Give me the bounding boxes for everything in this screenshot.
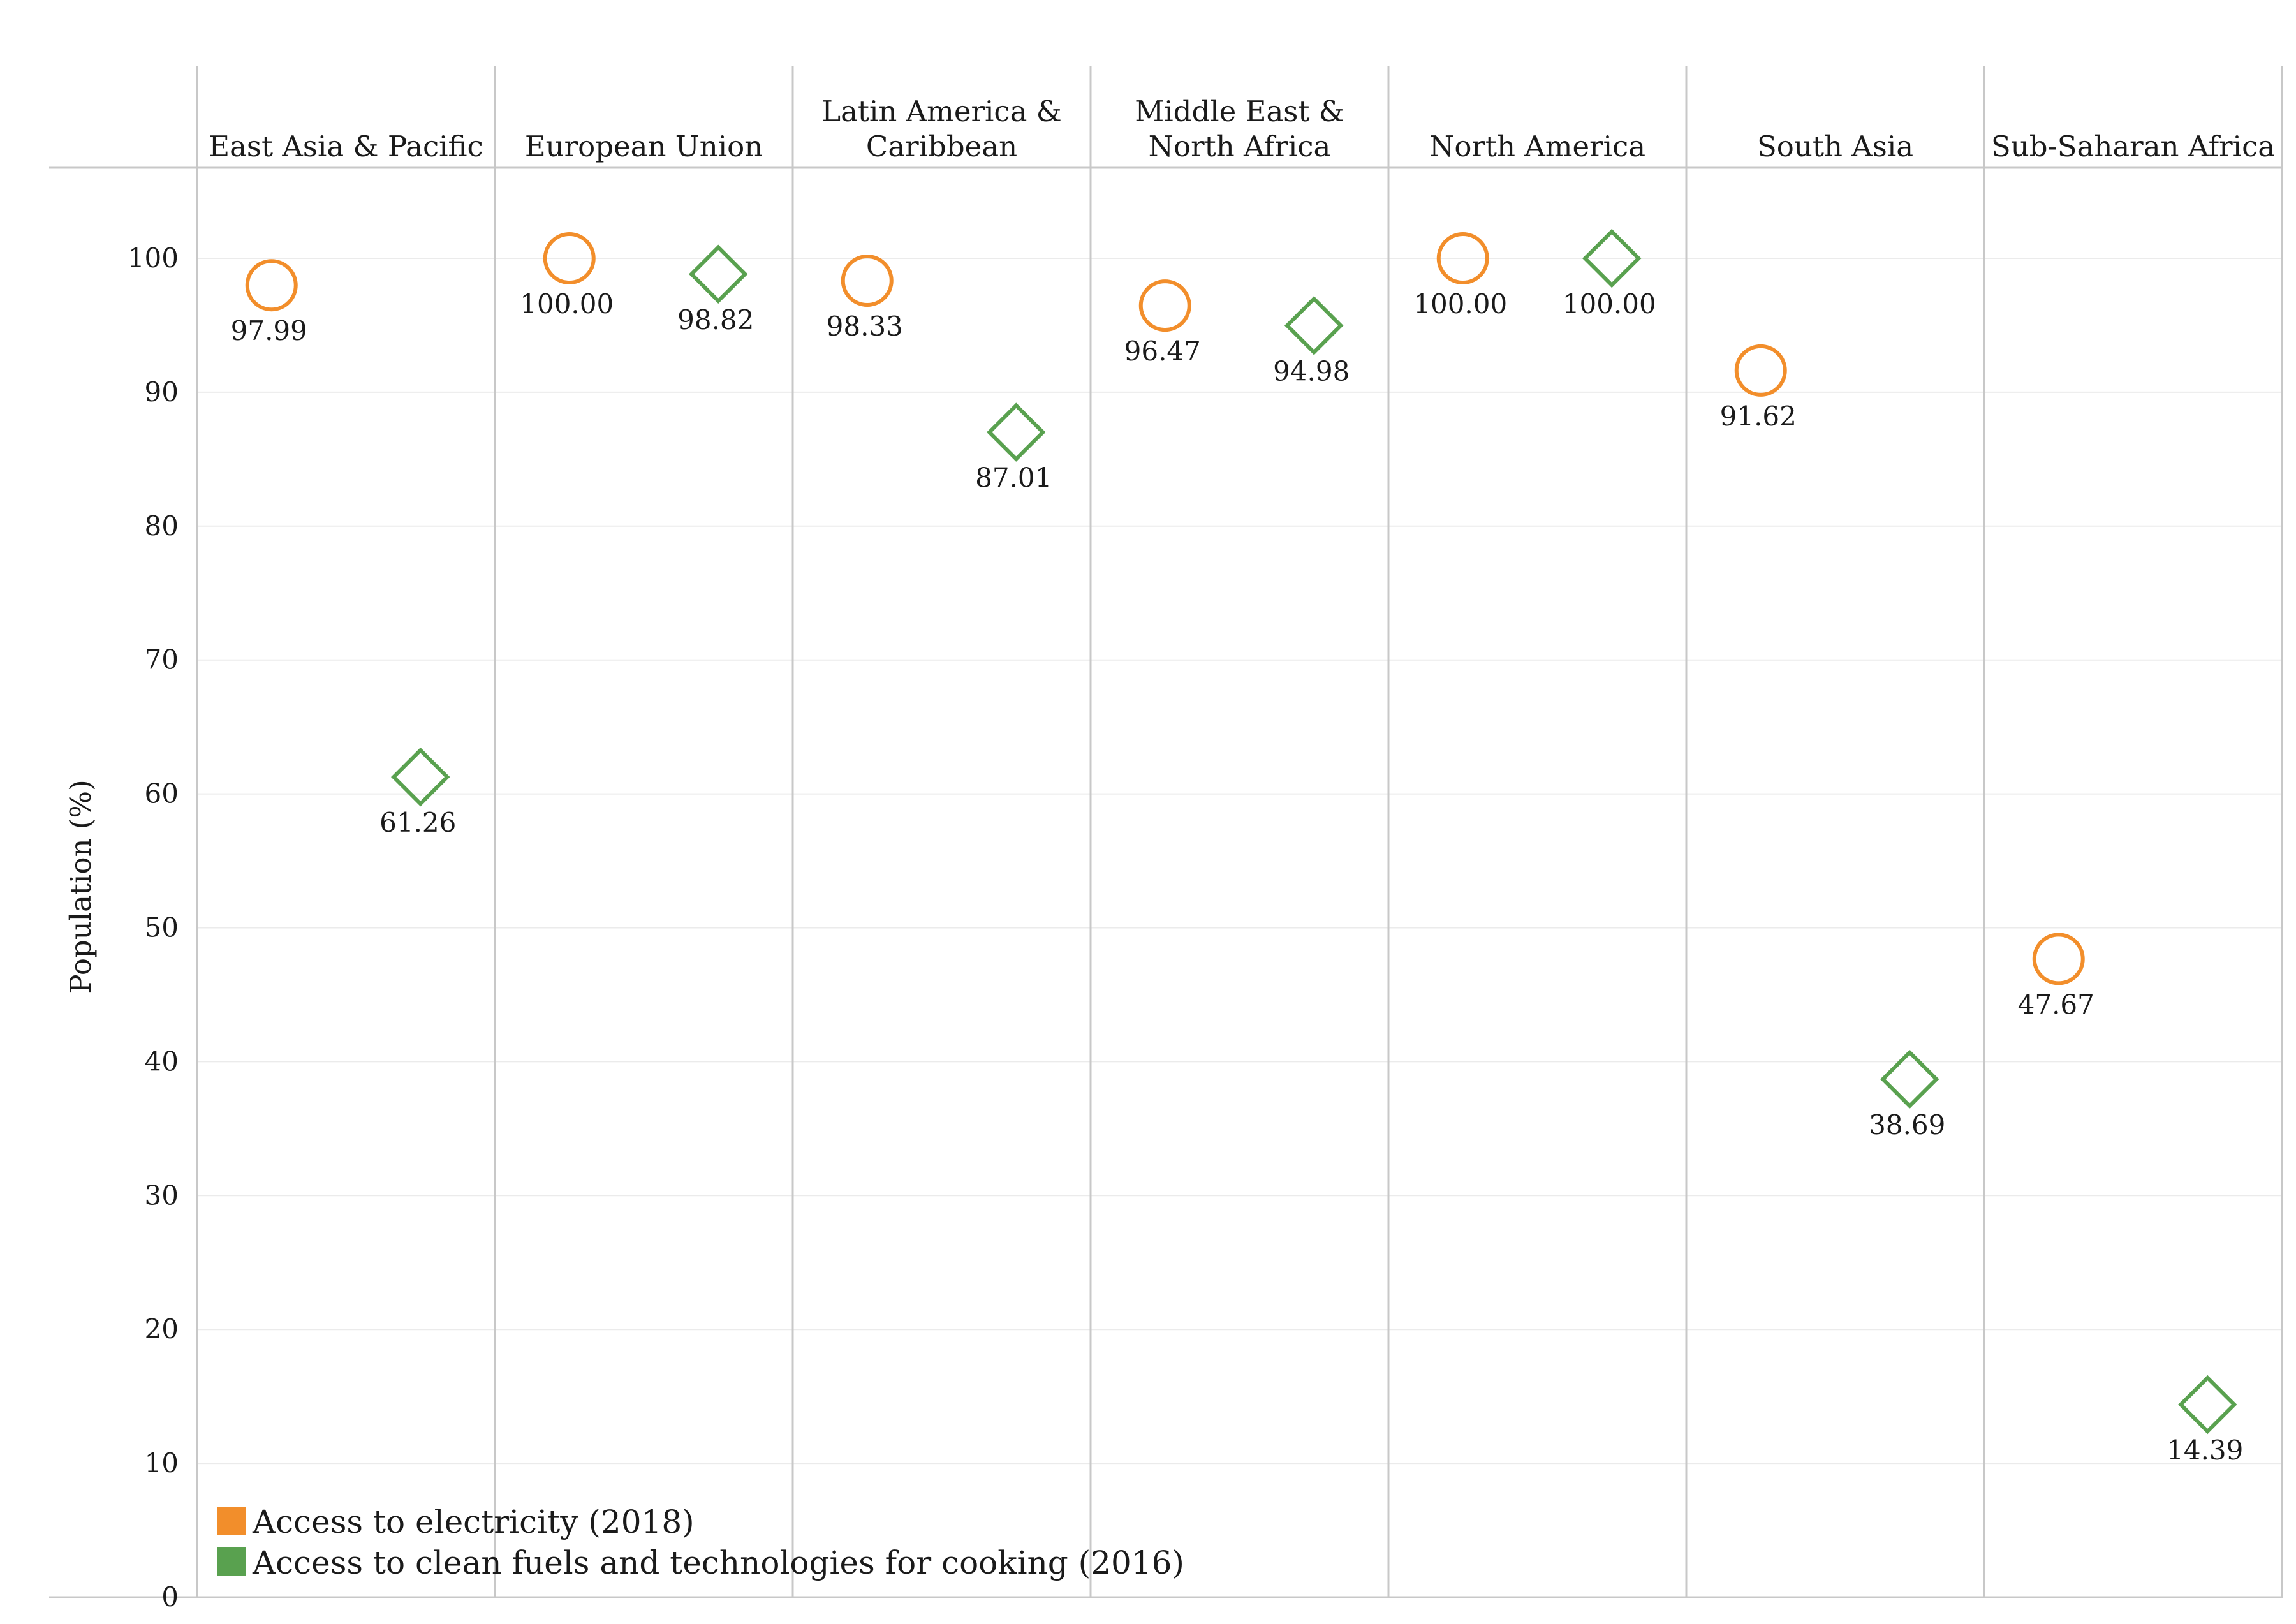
y-tick-label: 0 — [161, 1581, 179, 1613]
region-header-row: East Asia & Pacific European Union Latin A… — [209, 94, 2275, 163]
legend: Access to electricity (2018) Access to c… — [217, 1503, 1184, 1581]
region-header-label: Middle East & — [1135, 94, 1344, 128]
y-axis-title: Population (%) — [64, 779, 98, 993]
y-tick-label: 20 — [145, 1313, 179, 1345]
clean-cooking-data-label: 38.69 — [1869, 1109, 1945, 1140]
legend-label-electricity: Access to electricity (2018) — [252, 1503, 695, 1540]
electricity-marker — [1138, 279, 1191, 332]
electricity-marker — [1436, 232, 1489, 284]
clean-cooking-marker — [689, 244, 748, 304]
region-header-label: North America — [1429, 129, 1645, 163]
electricity-data-label: 100.00 — [520, 288, 614, 320]
electricity-marker — [543, 232, 596, 284]
electricity-data-label: 100.00 — [1413, 288, 1507, 320]
clean-cooking-marker — [1284, 296, 1344, 355]
electricity-data-label: 47.67 — [2018, 989, 2094, 1020]
clean-cooking-marker — [1880, 1049, 1939, 1109]
frame-layer — [49, 66, 2283, 1598]
marks-layer: 97.99 100.00 98.33 96.47 100.00 91.62 47.67 61.… — [231, 228, 2243, 1466]
electricity-marker — [2032, 933, 2085, 985]
region-header-label: Latin America & — [821, 94, 1062, 128]
clean-cooking-data-label: 98.82 — [677, 304, 754, 336]
electricity-data-label: 97.99 — [231, 315, 307, 346]
y-tick-label: 100 — [128, 242, 179, 274]
region-header-label: European Union — [525, 129, 763, 163]
y-axis: Population (%) 0 10 20 30 40 50 60 70 80 90 100 — [64, 242, 179, 1613]
clean-cooking-marker — [987, 402, 1046, 462]
y-tick-label: 50 — [145, 912, 179, 943]
y-tick-label: 30 — [145, 1179, 179, 1211]
y-tick-label: 10 — [145, 1447, 179, 1479]
region-header-label: South Asia — [1757, 129, 1913, 163]
clean-cooking-marker — [2178, 1375, 2237, 1435]
electricity-marker — [841, 255, 894, 307]
y-tick-label: 60 — [145, 778, 179, 809]
y-tick-label: 70 — [145, 644, 179, 675]
region-header-label: Sub-Saharan Africa — [1991, 129, 2275, 163]
legend-label-clean-cooking: Access to clean fuels and technologies f… — [252, 1544, 1184, 1581]
grid-layer — [197, 258, 2283, 1465]
clean-cooking-marker — [1582, 228, 1642, 288]
electricity-marker — [1734, 344, 1787, 397]
y-tick-label: 90 — [145, 376, 179, 408]
clean-cooking-data-label: 100.00 — [1563, 288, 1656, 320]
electricity-data-label: 91.62 — [1720, 401, 1797, 432]
clean-cooking-data-label: 14.39 — [2167, 1435, 2243, 1466]
y-tick-label: 40 — [145, 1045, 179, 1077]
electricity-marker — [245, 259, 298, 312]
y-tick-label: 80 — [145, 510, 179, 542]
clean-cooking-data-label: 61.26 — [379, 807, 456, 838]
legend-swatch-clean-cooking — [217, 1547, 246, 1576]
clean-cooking-marker — [391, 747, 450, 807]
clean-cooking-data-label: 87.01 — [975, 462, 1052, 494]
region-header-label: North Africa — [1149, 129, 1331, 163]
legend-swatch-electricity — [217, 1507, 246, 1535]
clean-cooking-data-label: 94.98 — [1273, 355, 1350, 387]
electricity-data-label: 96.47 — [1124, 336, 1201, 367]
region-header-label: Caribbean — [866, 129, 1017, 163]
region-header-label: East Asia & Pacific — [209, 129, 483, 163]
electricity-data-label: 98.33 — [827, 311, 903, 342]
